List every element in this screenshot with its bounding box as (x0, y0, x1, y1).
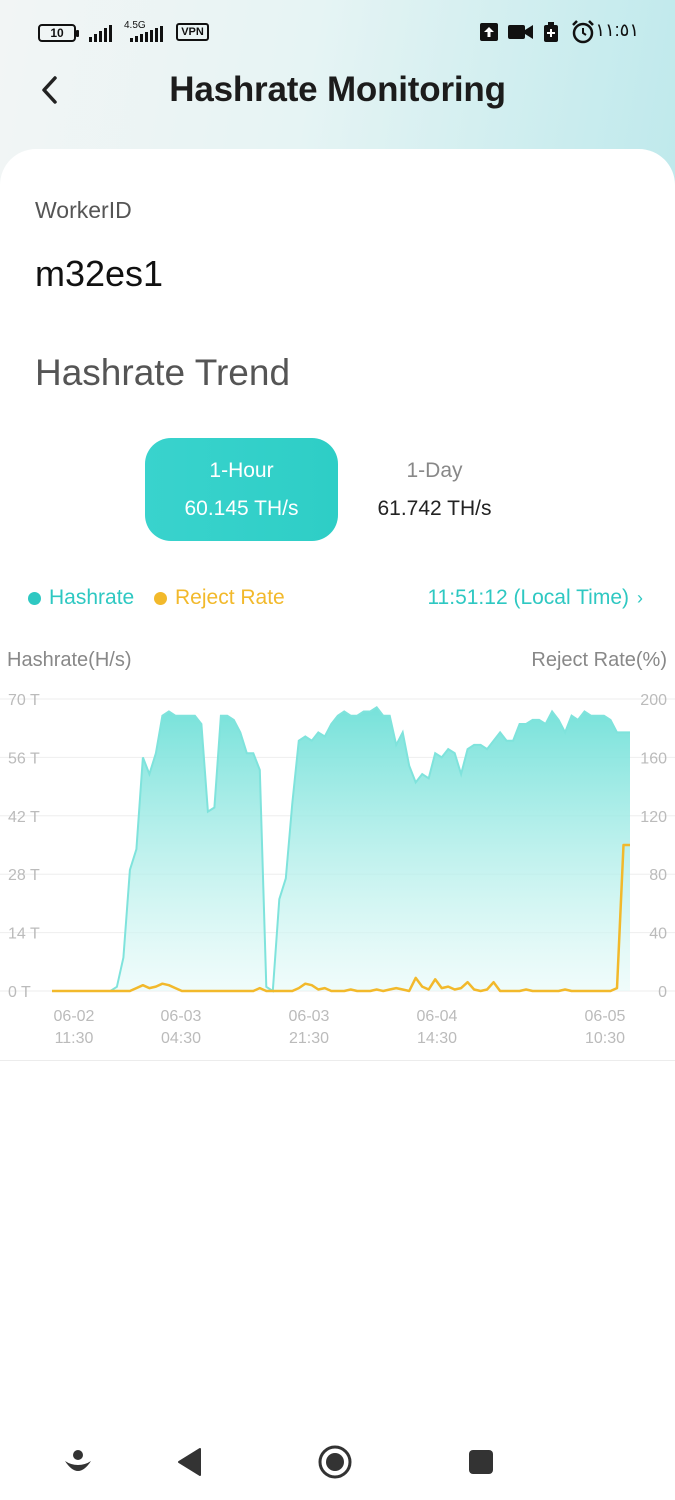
back-button[interactable] (32, 72, 68, 108)
worker-id-label: WorkerID (35, 197, 132, 223)
local-time-link[interactable]: 11:51:12 (Local Time) › (427, 586, 643, 610)
network-type: 4.5G (124, 20, 146, 31)
trend-title: Hashrate Trend (35, 352, 291, 393)
x-axis: 06-02 11:30 06-03 04:30 06-03 21:30 06-04 14:30… (54, 1008, 626, 1047)
battery-indicator: 10 (38, 24, 79, 42)
assistant-icon (65, 1450, 91, 1471)
x-tick-time: 10:30 (585, 1030, 625, 1047)
y-axis-left-title: Hashrate(H/s) (7, 649, 132, 671)
assistant-button[interactable] (56, 1440, 100, 1484)
tab-label: 1-Hour (209, 458, 274, 482)
worker-card: WorkerID m32es1 Hashrate Trend 1-Hour 60… (0, 149, 675, 1061)
signal-icon (89, 24, 112, 42)
alarm-icon (571, 20, 595, 44)
y-axis-right: 200 160 120 80 40 0 (640, 692, 667, 1001)
tab-label: 1-Day (406, 458, 463, 482)
hashrate-dot-icon (28, 591, 41, 605)
home-nav-button[interactable] (313, 1440, 357, 1484)
tab-value: 61.742 TH/s (377, 496, 492, 520)
tab-1-day[interactable]: 1-Day 61.742 TH/s (338, 438, 531, 541)
reject-dot-icon (154, 591, 167, 605)
chart-series (52, 705, 630, 993)
local-time-label: 11:51:12 (Local Time) (427, 586, 629, 609)
tab-value: 60.145 TH/s (184, 496, 299, 520)
hashrate-line (52, 705, 630, 993)
chevron-right-icon: › (637, 587, 643, 608)
vpn-badge: VPN (176, 23, 209, 41)
recents-nav-button[interactable] (459, 1440, 503, 1484)
status-bar: 10 4.5G VPN ١١:٥١ (0, 0, 675, 64)
y-right-tick-label: 80 (649, 867, 667, 884)
y-axis-right-title: Reject Rate(%) (531, 649, 667, 671)
video-camera-icon (508, 22, 534, 42)
x-tick-date: 06-04 (417, 1008, 458, 1025)
hashrate-area (52, 707, 630, 991)
legend-hashrate-label: Hashrate (49, 586, 135, 609)
y-right-tick-label: 120 (640, 809, 667, 826)
home-circle-icon (318, 1445, 352, 1479)
legend-reject-rate[interactable]: Reject Rate (154, 586, 285, 610)
battery-level: 10 (50, 26, 64, 40)
x-tick-date: 06-02 (54, 1008, 95, 1025)
back-nav-button[interactable] (168, 1440, 212, 1484)
y-right-tick-label: 40 (649, 926, 667, 943)
back-triangle-icon (178, 1448, 201, 1476)
chevron-left-icon (42, 76, 57, 104)
y-left-tick-label: 0 T (8, 984, 31, 1001)
upload-icon (480, 22, 498, 42)
battery-saver-icon (544, 22, 558, 42)
hashrate-chart[interactable]: 70 T 56 T 42 T 28 T 14 T 0 T 200 160 120 80 40 0 0… (0, 679, 675, 1054)
y-left-tick-label: 42 T (8, 809, 40, 826)
x-tick-time: 04:30 (161, 1030, 201, 1047)
worker-id-value: m32es1 (35, 253, 164, 294)
y-right-tick-label: 0 (658, 984, 667, 1001)
x-tick-time: 14:30 (417, 1030, 457, 1047)
recents-square-icon (469, 1450, 493, 1474)
x-tick-date: 06-03 (289, 1008, 330, 1025)
y-left-tick-label: 56 T (8, 750, 40, 767)
page-title: Hashrate Monitoring (169, 70, 506, 109)
y-right-tick-label: 200 (640, 692, 667, 709)
y-left-tick-label: 14 T (8, 926, 40, 943)
x-tick-date: 06-05 (585, 1008, 626, 1025)
y-left-tick-label: 70 T (8, 692, 40, 709)
y-right-tick-label: 160 (640, 750, 667, 767)
x-tick-time: 11:30 (55, 1030, 94, 1047)
signal-2-icon (130, 24, 163, 42)
tab-1-hour[interactable]: 1-Hour 60.145 TH/s (145, 438, 338, 541)
system-nav-bar (0, 1420, 675, 1500)
y-left-tick-label: 28 T (8, 867, 40, 884)
legend-reject-label: Reject Rate (175, 586, 285, 609)
clock: ١١:٥١ (595, 20, 639, 40)
x-tick-time: 21:30 (289, 1030, 329, 1047)
legend-hashrate[interactable]: Hashrate (28, 586, 134, 610)
reject-rate-line (52, 843, 630, 993)
app-header: Hashrate Monitoring (0, 64, 675, 124)
y-axis-left: 70 T 56 T 42 T 28 T 14 T 0 T (8, 692, 40, 1001)
x-tick-date: 06-03 (161, 1008, 202, 1025)
